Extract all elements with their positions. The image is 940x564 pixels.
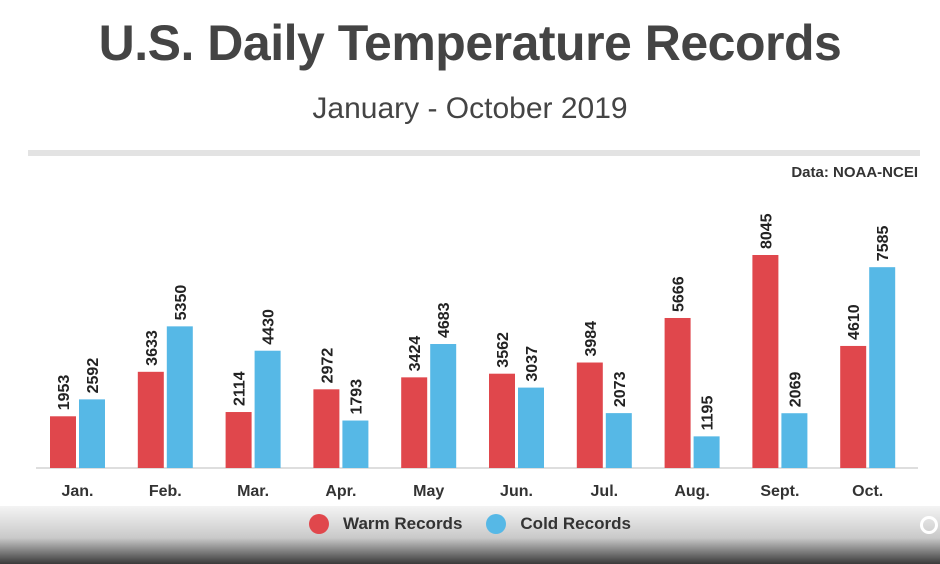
bar-warm [313,389,340,468]
x-tick-label: Jul. [591,483,619,500]
data-label: 4430 [261,309,278,345]
data-label: 2069 [787,372,804,408]
legend-label-cold: Cold Records [520,514,631,533]
bar-cold [79,399,105,468]
bar-cold [430,344,457,468]
data-label: 5666 [671,276,688,312]
x-tick-label: Mar. [237,483,269,500]
data-label: 2592 [85,358,102,394]
bar-warm [840,345,867,468]
x-tick-label: Oct. [852,483,883,500]
bar-cold [605,413,632,468]
record-icon[interactable] [920,516,938,534]
legend-swatch-cold [486,514,507,534]
data-label: 1195 [700,396,717,431]
data-label: 2073 [612,371,629,407]
data-label: 4610 [846,304,863,340]
chart-legend: Warm Records Cold Records [0,514,940,534]
footer-bar [0,506,940,564]
bar-warm [489,373,515,468]
bar-cold [254,350,281,468]
x-tick-label: Feb. [149,483,182,500]
data-label: 8045 [758,213,775,249]
data-label: 3424 [407,336,424,372]
data-label: 4683 [436,302,453,338]
bar-warm [752,255,779,468]
bar-warm [137,371,164,468]
bar-warm [576,362,603,468]
bar-chart: 1953 2592 Jan. 3633 5350 Feb. 2114 4430 Mar. 2972… [36,213,918,500]
bar-warm [50,416,76,468]
bar-warm [664,317,691,468]
bar-cold [342,420,369,468]
bar-warm [225,412,252,468]
bar-warm [401,377,428,468]
x-tick-label: Sept. [760,483,799,500]
data-label: 3984 [583,321,600,357]
x-tick-label: Aug. [674,483,710,500]
x-tick-label: Jan. [61,483,93,500]
bar-cold [693,436,720,468]
legend-label-warm: Warm Records [343,514,463,533]
data-label: 7585 [875,225,892,261]
data-label: 3633 [144,330,161,366]
bar-cold [518,387,544,468]
data-label: 2114 [232,371,249,406]
data-label: 5350 [173,285,190,321]
data-label: 1793 [348,379,365,415]
data-source-note: Data: NOAA-NCEI [791,164,918,181]
chart-title: U.S. Daily Temperature Records [98,15,842,71]
data-label: 1953 [56,375,73,411]
data-label: 3037 [524,346,541,382]
bar-cold [781,413,808,468]
legend-swatch-warm [309,514,330,534]
data-label: 2972 [319,348,336,384]
legend-item-cold: Cold Records [486,514,631,534]
legend-item-warm: Warm Records [309,514,462,534]
bar-cold [869,267,896,468]
header-divider [28,150,920,156]
chart-subtitle: January - October 2019 [312,92,628,125]
bar-cold [166,326,193,468]
x-tick-label: Apr. [325,483,356,500]
data-label: 3562 [495,332,512,368]
x-tick-label: May [413,483,444,500]
x-tick-label: Jun. [500,483,533,500]
